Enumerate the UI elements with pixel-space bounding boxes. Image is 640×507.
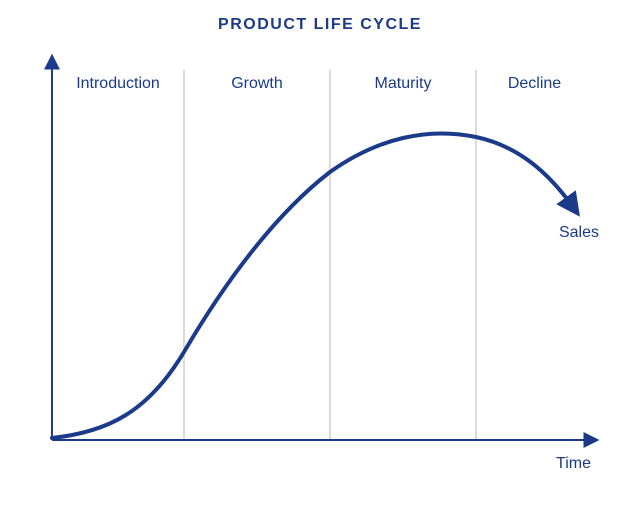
phase-label: Introduction (76, 75, 160, 92)
plc-chart-svg: Introduction Growth Maturity Decline Time Sal… (28, 42, 618, 482)
chart-area: Introduction Growth Maturity Decline Time Sal… (28, 42, 618, 482)
phase-label: Growth (231, 75, 283, 92)
sales-curve (52, 133, 573, 438)
phase-label: Maturity (375, 75, 432, 92)
chart-title: PRODUCT LIFE CYCLE (0, 16, 640, 34)
x-axis-label: Time (556, 455, 591, 472)
curve-label: Sales (559, 224, 599, 241)
phase-label: Decline (508, 75, 561, 92)
